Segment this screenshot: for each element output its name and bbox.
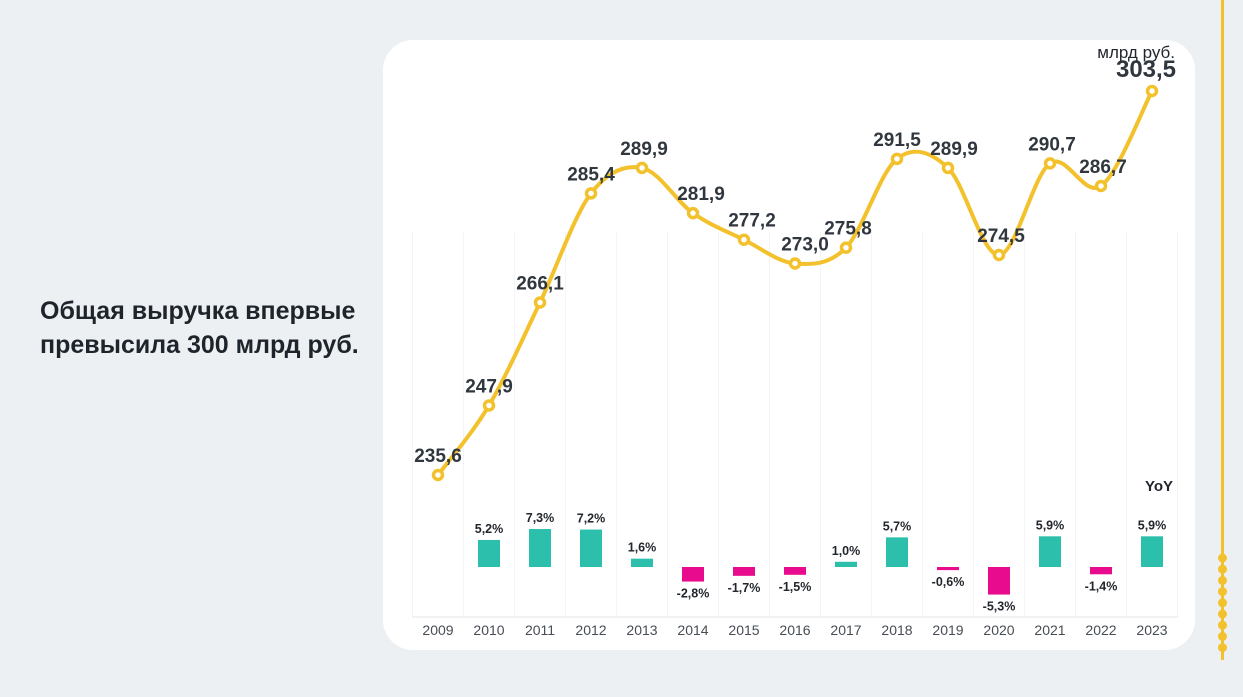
- accent-dot: [1218, 631, 1227, 641]
- revenue-point-marker: [1094, 179, 1108, 193]
- yoy-bar: [784, 567, 806, 575]
- yoy-bar: [886, 537, 908, 567]
- revenue-point-marker: [431, 468, 445, 482]
- year-label: 2023: [1136, 622, 1167, 638]
- yoy-bar: [1039, 536, 1061, 567]
- yoy-bar-label: 7,3%: [526, 511, 555, 525]
- yoy-bar: [937, 567, 959, 571]
- revenue-value-label: 289,9: [930, 139, 978, 160]
- year-label: 2021: [1034, 622, 1065, 638]
- yoy-bar-label: 7,2%: [577, 512, 606, 526]
- revenue-value-label: 291,5: [873, 130, 921, 151]
- yoy-bar: [988, 567, 1010, 595]
- accent-dot: [1218, 620, 1227, 630]
- year-label: 2010: [473, 622, 504, 638]
- accent-dot: [1218, 587, 1227, 597]
- revenue-value-label: 281,9: [677, 184, 725, 205]
- year-label: 2018: [881, 622, 912, 638]
- yoy-bar: [478, 539, 500, 567]
- yoy-bar-label: -1,7%: [728, 581, 761, 595]
- yoy-bar-label: -1,5%: [779, 580, 812, 594]
- revenue-value-label: 275,8: [824, 219, 872, 240]
- revenue-value-label: 289,9: [620, 139, 668, 160]
- accent-dot: [1218, 609, 1227, 619]
- revenue-point-marker: [941, 161, 955, 175]
- accent-dotted-line: [1218, 0, 1227, 660]
- year-label: 2020: [983, 622, 1014, 638]
- yoy-bar-label: 1,6%: [628, 541, 657, 555]
- year-label: 2022: [1085, 622, 1116, 638]
- yoy-bar-label: 1,0%: [832, 544, 861, 558]
- revenue-point-marker: [584, 187, 598, 200]
- yoy-bar: [580, 529, 602, 567]
- chart-unit-label: млрд руб.: [1097, 43, 1175, 62]
- revenue-value-label: 274,5: [977, 226, 1025, 247]
- revenue-yoy-chart: 2009 2010 2011 2012 2013 2014 2015 2016 2017 2018…: [412, 56, 1178, 638]
- accent-dot: [1218, 564, 1227, 574]
- year-label: 2012: [575, 622, 606, 638]
- revenue-point-marker: [1145, 84, 1159, 98]
- year-label: 2013: [626, 622, 657, 638]
- revenue-value-label: 235,6: [414, 446, 462, 467]
- revenue-point-marker: [890, 152, 904, 166]
- year-label: 2009: [422, 622, 453, 638]
- accent-dot: [1218, 643, 1227, 653]
- year-label: 2017: [830, 622, 861, 638]
- yoy-bar: [835, 561, 857, 567]
- yoy-bar-label: -2,8%: [677, 587, 710, 601]
- revenue-value-label: 273,0: [781, 234, 829, 255]
- revenue-point-marker: [788, 257, 802, 270]
- revenue-point-marker: [1043, 157, 1057, 170]
- year-label: 2015: [728, 622, 759, 638]
- yoy-bar-label: -5,3%: [983, 600, 1016, 614]
- year-label: 2016: [779, 622, 810, 638]
- accent-dot: [1218, 598, 1227, 608]
- yoy-bar-label: -0,6%: [932, 575, 965, 589]
- accent-dot: [1218, 553, 1227, 563]
- revenue-value-label: 247,9: [465, 376, 513, 397]
- chart-card: 2009 2010 2011 2012 2013 2014 2015 2016 2017 2018…: [383, 40, 1195, 650]
- revenue-point-marker: [533, 296, 547, 309]
- yoy-bar-label: -1,4%: [1085, 579, 1118, 593]
- year-label: 2019: [932, 622, 963, 638]
- year-label: 2014: [677, 622, 708, 638]
- yoy-bar-label: 5,2%: [475, 522, 504, 536]
- revenue-point-marker: [686, 206, 700, 220]
- yoy-bar: [1141, 536, 1163, 567]
- yoy-bar: [682, 567, 704, 582]
- revenue-value-label: 285,4: [567, 164, 615, 185]
- yoy-bar-label: 5,7%: [883, 519, 912, 533]
- revenue-value-label: 290,7: [1028, 134, 1076, 155]
- revenue-line: [436, 89, 1154, 477]
- yoy-bar-label: 5,9%: [1036, 518, 1065, 532]
- yoy-bar: [529, 529, 551, 567]
- revenue-point-marker: [482, 399, 496, 412]
- yoy-bar: [733, 567, 755, 576]
- yoy-bar: [631, 558, 653, 567]
- revenue-value-label: 266,1: [516, 274, 564, 295]
- revenue-point-marker: [635, 161, 649, 175]
- revenue-value-label: 277,2: [728, 211, 776, 232]
- revenue-point-marker: [737, 233, 751, 246]
- headline: Общая выручка впервые превысила 300 млрд…: [40, 297, 359, 359]
- revenue-value-label: 303,5: [1116, 56, 1176, 83]
- revenue-point-marker: [839, 241, 853, 254]
- revenue-value-label: 286,7: [1079, 157, 1127, 178]
- year-label: 2011: [525, 622, 555, 638]
- accent-dot: [1218, 575, 1227, 585]
- revenue-point-marker: [992, 248, 1006, 262]
- yoy-bar-label: 5,9%: [1138, 518, 1167, 532]
- yoy-bar: [1090, 567, 1112, 575]
- yoy-axis-label: YoY: [1144, 478, 1173, 495]
